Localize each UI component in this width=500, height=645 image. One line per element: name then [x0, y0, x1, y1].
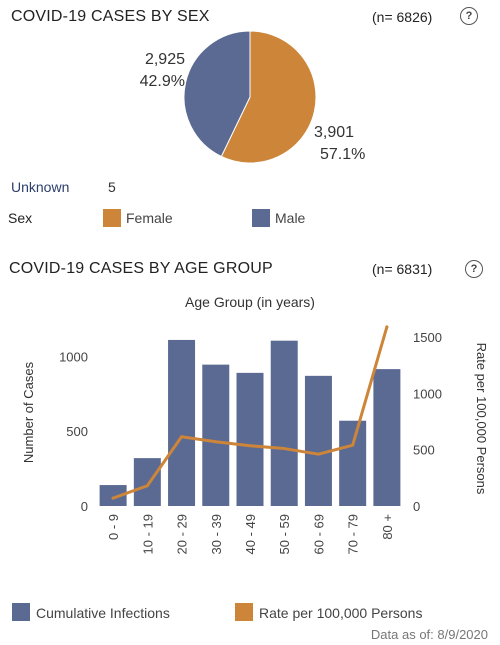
- female-percent-label: 57.1%: [320, 146, 366, 163]
- age-group-chart: Age Group (in years) Number of Cases Rate …: [21, 294, 489, 554]
- right-tick-label: 1500: [413, 330, 442, 345]
- x-tick-label: 70 - 79: [346, 514, 361, 554]
- bar-80+[interactable]: [373, 369, 401, 506]
- unknown-value: 5: [108, 179, 116, 195]
- x-tick-label: 10 - 19: [140, 514, 155, 554]
- sex-n-count: (n= 6826): [372, 9, 433, 25]
- female-legend-label: Female: [126, 210, 173, 226]
- male-slice-label: 2,925 42.9%: [127, 49, 185, 93]
- x-tick-label: 60 - 69: [311, 514, 326, 554]
- rate-point: [111, 496, 115, 500]
- bar-0-9[interactable]: [99, 485, 127, 506]
- rate-point: [316, 452, 320, 456]
- x-tick-label: 30 - 39: [209, 514, 224, 554]
- left-tick-label: 1000: [59, 349, 88, 364]
- sex-help-icon[interactable]: ?: [460, 7, 478, 25]
- bar-50-59[interactable]: [270, 340, 298, 506]
- x-tick-label: 80 +: [380, 514, 395, 540]
- male-legend-swatch: [252, 209, 270, 227]
- bar-70-79[interactable]: [339, 420, 367, 506]
- bar-10-19[interactable]: [133, 458, 161, 506]
- rate-point: [248, 444, 252, 448]
- cumulative-infections-legend-label: Cumulative Infections: [36, 605, 170, 621]
- left-axis-label: Number of Cases: [21, 361, 36, 463]
- bar-30-39[interactable]: [202, 364, 230, 506]
- male-percent-label: 42.9%: [139, 73, 185, 90]
- rate-point: [214, 440, 218, 444]
- unknown-label: Unknown: [11, 179, 70, 195]
- rate-point: [351, 443, 355, 447]
- age-section-title: COVID-19 CASES BY AGE GROUP: [9, 260, 273, 277]
- left-tick-label: 0: [81, 499, 88, 514]
- x-tick-label: 50 - 59: [277, 514, 292, 554]
- rate-legend-label: Rate per 100,000 Persons: [259, 605, 423, 621]
- data-as-of-footer: Data as of: 8/9/2020: [370, 627, 488, 642]
- rate-point: [180, 435, 184, 439]
- age-help-icon[interactable]: ?: [465, 260, 483, 278]
- rate-point: [282, 447, 286, 451]
- age-n-count: (n= 6831): [372, 261, 433, 277]
- sex-section-title: COVID-19 CASES BY SEX: [11, 8, 210, 25]
- pie-slice-male[interactable]: [183, 30, 251, 158]
- x-tick-label: 20 - 29: [175, 514, 190, 554]
- right-axis-label: Rate per 100,000 Persons: [474, 343, 489, 495]
- female-slice-label: 3,901 57.1%: [314, 122, 365, 166]
- bar-20-29[interactable]: [168, 339, 196, 506]
- cumulative-infections-legend-swatch: [12, 603, 30, 621]
- male-count-label: 2,925: [144, 51, 185, 68]
- female-count-label: 3,901: [314, 124, 355, 141]
- pie-slice-female[interactable]: [220, 30, 317, 164]
- left-tick-label: 500: [66, 424, 88, 439]
- female-legend-swatch: [103, 209, 121, 227]
- x-tick-label: 40 - 49: [243, 514, 258, 554]
- bar-40-49[interactable]: [236, 372, 264, 506]
- right-tick-label: 0: [413, 499, 420, 514]
- age-chart-title: Age Group (in years): [185, 294, 315, 310]
- bar-60-69[interactable]: [304, 375, 332, 506]
- sex-legend-title: Sex: [8, 210, 33, 226]
- right-tick-label: 1000: [413, 386, 442, 401]
- right-tick-label: 500: [413, 443, 435, 458]
- sex-pie-chart: [183, 30, 317, 164]
- x-tick-label: 0 - 9: [106, 514, 121, 540]
- rate-point: [385, 325, 389, 329]
- male-legend-label: Male: [275, 210, 306, 226]
- rate-point: [145, 484, 149, 488]
- rate-legend-swatch: [235, 603, 253, 621]
